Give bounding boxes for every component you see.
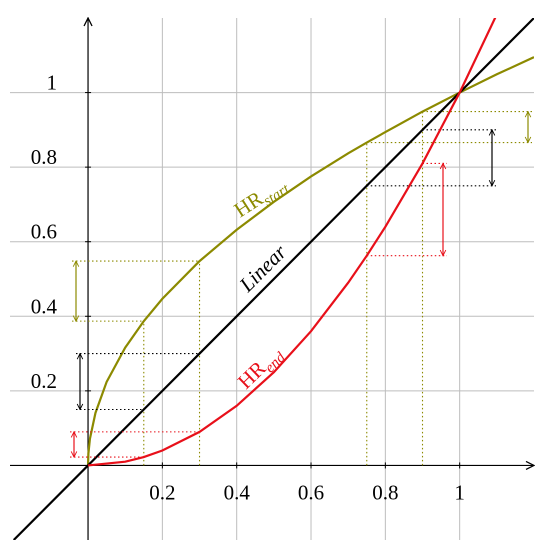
- x-tick-label: 0.6: [298, 480, 324, 504]
- series-line: [87, 18, 497, 467]
- series-label: HRend: [233, 341, 289, 397]
- series-name: HR: [230, 186, 268, 222]
- y-tick-label: 0.2: [31, 369, 57, 393]
- x-tick-label: 1: [454, 480, 465, 504]
- series-line: [12, 18, 534, 540]
- y-tick-label: 1: [47, 71, 58, 95]
- x-tick-label: 0.2: [149, 480, 175, 504]
- y-tick-label: 0.8: [31, 145, 57, 169]
- series-subscript: start: [261, 181, 293, 210]
- series-label: HRstart: [230, 171, 293, 226]
- y-tick-label: 0.6: [31, 220, 57, 244]
- y-tick-label: 0.4: [31, 294, 58, 318]
- x-tick-label: 0.4: [224, 480, 251, 504]
- x-tick-label: 0.8: [372, 480, 398, 504]
